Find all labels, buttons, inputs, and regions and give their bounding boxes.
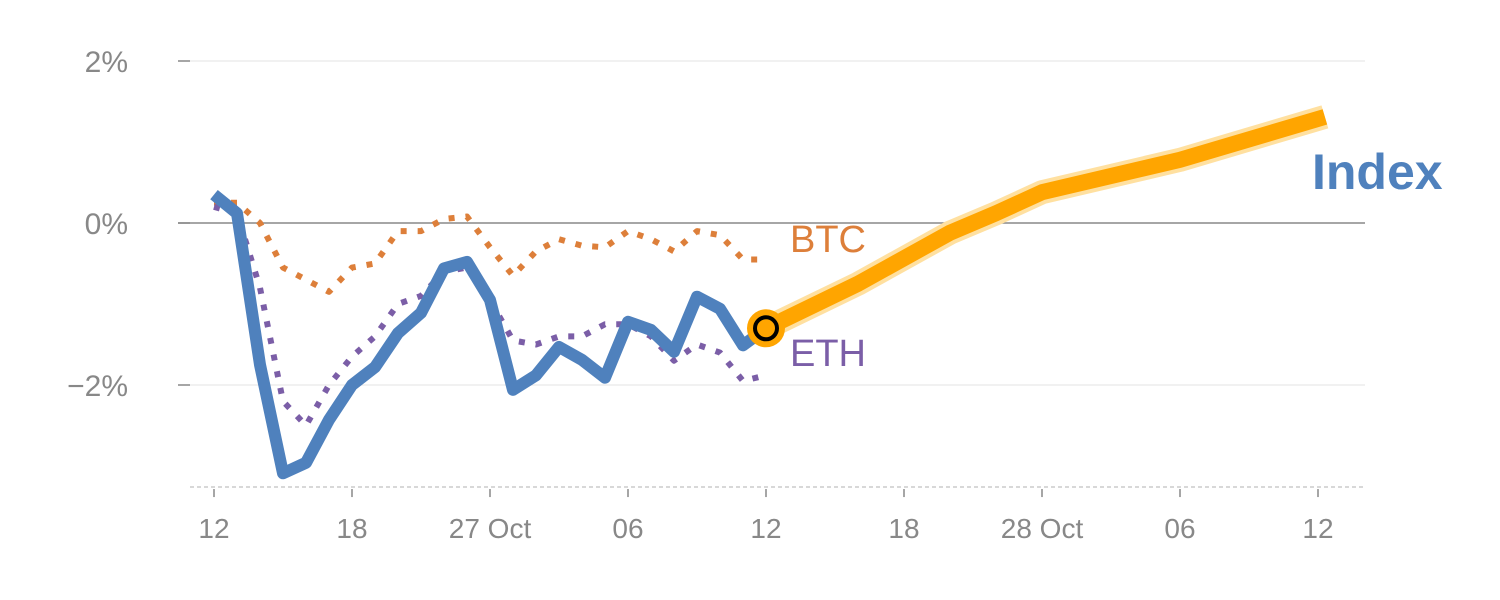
- x-tick-label: 06: [612, 513, 643, 544]
- grid: [178, 60, 1365, 386]
- eth-line: [213, 203, 767, 429]
- current-point-marker-inner: [753, 315, 779, 342]
- y-tick-label: 2%: [85, 46, 128, 79]
- legend-eth-label: ETH: [790, 333, 866, 375]
- y-tick-label: −2%: [67, 370, 128, 403]
- x-tick-label: 06: [1164, 513, 1195, 544]
- btc-line: [214, 199, 762, 295]
- x-tick-label: 27 Oct: [449, 513, 532, 544]
- index-line: [210, 189, 770, 480]
- legend-btc-label: BTC: [790, 219, 866, 261]
- x-axis: 12 18 27 Oct 06 12 18 28 Oct 06 12: [190, 486, 1365, 544]
- x-tick-label: 12: [1302, 513, 1333, 544]
- y-axis: 2% 0% −2%: [67, 46, 190, 403]
- series-lines: [210, 105, 1329, 480]
- legend-index-label: Index: [1312, 144, 1443, 200]
- x-tick-label: 12: [750, 513, 781, 544]
- x-tick-label: 18: [888, 513, 919, 544]
- x-tick-label: 12: [198, 513, 229, 544]
- x-tick-label: 18: [336, 513, 367, 544]
- x-tick-label: 28 Oct: [1001, 513, 1084, 544]
- index-forecast-line: [762, 109, 1328, 336]
- y-tick-label: 0%: [85, 208, 128, 241]
